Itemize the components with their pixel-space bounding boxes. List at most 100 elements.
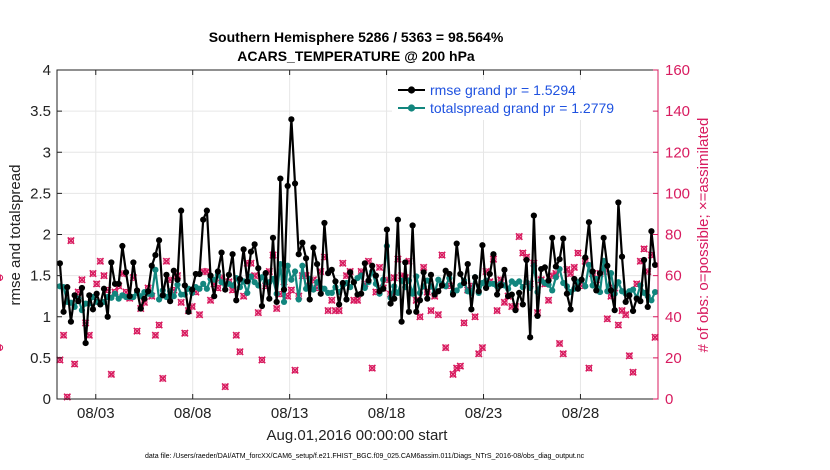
x-axis-label: Aug.01,2016 00:00:00 start: [267, 427, 449, 444]
rmse-point: [196, 270, 203, 278]
rmse-point: [207, 272, 214, 279]
data-file-footer: data file: /Users/raeder/DAI/ATM_forcXX/…: [145, 453, 585, 460]
rmse-point: [339, 279, 346, 287]
rmse-point: [358, 290, 365, 297]
x-tick-label: 08/08: [174, 405, 212, 422]
rmse-point: [574, 285, 582, 292]
rmse-point: [611, 307, 618, 314]
obs-possible-marker: [435, 311, 442, 318]
x-tick-label: 08/18: [368, 405, 406, 422]
rmse-point: [637, 298, 644, 305]
rmse-point: [247, 248, 255, 255]
obs-possible-marker: [291, 367, 299, 374]
rmse-point: [571, 275, 578, 283]
totalspread-point: [409, 290, 416, 297]
rmse-point: [409, 222, 416, 229]
rmse-point: [372, 272, 379, 279]
rmse-point: [435, 288, 442, 295]
totalspread-point: [549, 287, 556, 294]
totalspread-point: [648, 297, 655, 304]
rmse-point: [567, 306, 574, 313]
obs-possible-marker: [255, 309, 262, 316]
obs-possible-marker: [416, 313, 424, 320]
totalspread-point: [435, 276, 442, 283]
rmse-point: [71, 292, 78, 299]
totalspread-point: [321, 285, 328, 292]
obs-possible-marker: [328, 297, 335, 304]
rmse-point: [336, 301, 343, 308]
totalspread-point: [284, 262, 291, 269]
right-tick-label: 140: [665, 103, 690, 120]
rmse-series: [56, 116, 659, 347]
rmse-point: [391, 295, 398, 302]
obs-possible-marker: [560, 350, 567, 357]
rmse-point: [405, 308, 413, 315]
obs-possible-marker: [622, 311, 629, 318]
rmse-point: [438, 282, 446, 289]
rmse-point: [449, 291, 457, 298]
rmse-point: [104, 313, 111, 320]
right-tick-label: 120: [665, 144, 690, 161]
rmse-point: [523, 256, 530, 264]
chart-title-line1: Southern Hemisphere 5286 / 5363 = 98.564…: [209, 29, 504, 45]
rmse-point: [512, 307, 519, 314]
rmse-point: [618, 253, 626, 260]
rmse-point: [284, 182, 291, 190]
obs-possible-marker: [427, 307, 435, 314]
rmse-point: [236, 275, 244, 283]
rmse-point: [424, 295, 431, 302]
rmse-point: [56, 260, 64, 267]
rmse-point: [218, 249, 225, 256]
obs-possible-marker: [615, 321, 622, 329]
rmse-point: [420, 269, 427, 276]
rmse-point: [413, 308, 420, 315]
totalspread-point: [453, 287, 460, 294]
rmse-point: [313, 261, 321, 268]
obs-possible-marker: [457, 362, 464, 370]
obs-possible-marker: [159, 375, 166, 382]
totalspread-point: [361, 284, 368, 292]
rmse-point: [328, 266, 335, 273]
obs-possible-marker: [236, 348, 244, 355]
left-tick-label: 1: [43, 309, 51, 326]
obs-possible-marker: [449, 371, 457, 378]
totalspread-point: [196, 285, 203, 292]
left-tick-label: 3.5: [30, 103, 51, 120]
rmse-point: [427, 271, 435, 278]
rmse-point: [211, 293, 218, 300]
left-axis-label: rmse and totalspread: [7, 165, 24, 306]
rmse-point: [460, 279, 468, 287]
rmse-point: [629, 307, 637, 315]
right-tick-label: 0: [665, 391, 673, 408]
rmse-point: [468, 306, 475, 313]
rmse-point: [519, 301, 526, 308]
obs-possible-marker: [207, 297, 214, 304]
right-axis-label: # of obs: o=possible; ×=assimilated: [695, 118, 712, 353]
totalspread-point: [295, 296, 302, 303]
obs-possible-marker: [369, 365, 376, 372]
rmse-point: [516, 289, 523, 296]
rmse-point: [295, 251, 302, 258]
obs-possible-marker: [479, 344, 486, 351]
rmse-point: [347, 269, 354, 276]
obs-possible-marker: [240, 293, 247, 300]
obs-possible-marker: [567, 270, 574, 277]
obs-possible-marker: [354, 297, 361, 304]
obs-possible-marker: [516, 233, 523, 240]
rmse-point: [93, 290, 100, 297]
obs-possible-marker: [640, 245, 648, 253]
rmse-point: [387, 300, 394, 307]
rmse-point: [108, 259, 115, 266]
rmse-point: [501, 266, 508, 273]
rmse-point: [651, 261, 659, 269]
obs-possible-marker: [67, 237, 75, 244]
totalspread-point: [170, 293, 177, 300]
rmse-point: [306, 296, 313, 303]
obs-possible-marker: [339, 260, 346, 267]
obs-possible-marker: [233, 332, 240, 339]
rmse-point: [174, 276, 181, 283]
rmse-point: [144, 288, 152, 295]
obs-possible-marker: [100, 272, 108, 279]
rmse-point: [189, 286, 196, 293]
rmse-point: [251, 241, 258, 248]
